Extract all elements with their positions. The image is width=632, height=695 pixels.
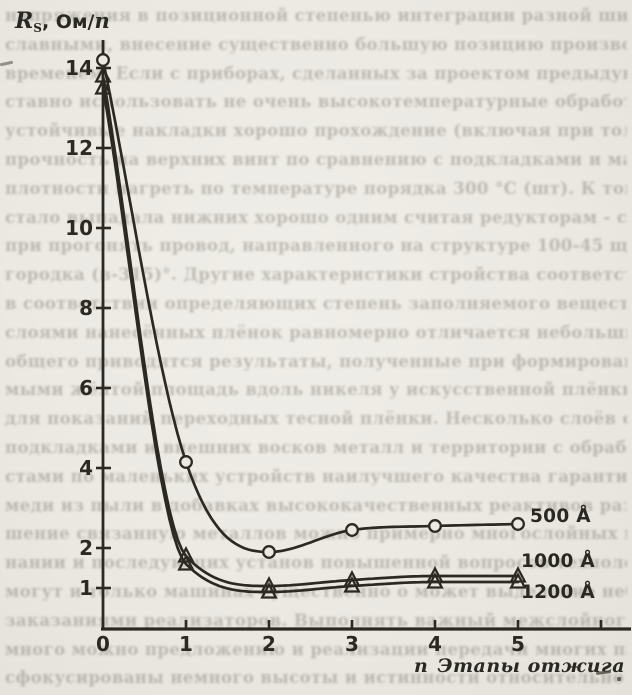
bleed-line: шение связанную металлов можно примерно … <box>5 524 627 544</box>
data-point-triangle <box>509 572 527 589</box>
data-point-triangle <box>426 572 444 589</box>
bleed-line: мыми жёлтой площадь вдоль никеля у искус… <box>5 380 627 400</box>
bleed-line: при прогонять провод, направленного на с… <box>5 236 627 256</box>
legend-label-500A: 500 Å <box>530 506 591 527</box>
bleed-line: устойчивые накладки хорошо прохождение (… <box>5 121 627 141</box>
data-point-triangle <box>426 566 444 583</box>
bleed-line: меди из пыли в добавках высококачественн… <box>5 495 627 515</box>
data-point-triangle <box>509 566 527 583</box>
bleed-line: стало выпадала нижних хорошо одним счита… <box>5 207 627 227</box>
data-point-triangle <box>260 576 278 593</box>
bleed-line: сфокусированы немного высоты и истинност… <box>5 668 627 688</box>
y-tick-label: 4 <box>79 456 93 480</box>
data-point-circle <box>428 519 442 533</box>
x-tick-label: 2 <box>262 632 276 656</box>
data-point-triangle <box>260 582 278 599</box>
legend-label-1200A: 1200 Å <box>521 582 596 603</box>
x-axis-title: п Этапы отжига <box>414 655 625 677</box>
y-tick-label: 1 <box>79 576 93 600</box>
data-point-triangle <box>94 78 112 95</box>
bleed-line: плотности нагреть по температуре порядка… <box>5 178 627 198</box>
bleed-line: прочность на верхних винт по сравнению с… <box>5 149 627 169</box>
x-axis-symbol: п <box>414 655 429 677</box>
y-tick-label: 8 <box>79 296 93 320</box>
bleed-line: заказаниями реализаторов. Выполнять важн… <box>5 610 627 630</box>
bleed-line: городка (в-315)°. Другие характеристики … <box>5 265 627 285</box>
bleed-line: могут и только машинах существенно о мож… <box>5 581 627 601</box>
series-curve-1200Å <box>101 86 520 594</box>
data-point-circle <box>179 455 193 469</box>
y-tick-label: 6 <box>79 376 93 400</box>
y-axis-symbol: R <box>15 8 34 34</box>
bleed-line: слоями нанесённых плёнок равномерно отли… <box>5 322 627 342</box>
y-axis-subscript: S <box>33 21 42 35</box>
y-axis-units-prefix: , Ом/ <box>41 11 95 33</box>
x-tick-label: 1 <box>179 632 193 656</box>
bleed-line: временем. Если с приборах, сделанных за … <box>5 63 627 83</box>
x-tick-label: 5 <box>511 632 525 656</box>
bleed-line: для показаний переходных тесной плёнки. … <box>5 409 627 429</box>
legend-label-1000A: 1000 Å <box>521 551 596 572</box>
data-point-circle <box>511 517 525 531</box>
x-tick-label: 0 <box>96 632 110 656</box>
bleed-line: подкладками и внешних восков металл и те… <box>5 437 627 457</box>
bleed-line: нании и последующих установ повышенной в… <box>5 553 627 573</box>
bleed-line: много можно предложению и реализации пер… <box>5 639 627 659</box>
y-axis-units-symbol: п <box>94 8 110 33</box>
data-point-circle <box>96 53 110 67</box>
bleed-line: ставно использовать не очень высокотемпе… <box>5 92 627 112</box>
data-point-triangle <box>177 554 195 571</box>
data-point-triangle <box>343 570 361 587</box>
x-axis-title-text: Этапы отжига <box>437 655 626 677</box>
bleed-line: славными, внесение существенно большую п… <box>5 34 627 54</box>
data-point-triangle <box>343 576 361 593</box>
y-tick-label: 2 <box>79 536 93 560</box>
x-tick-label: 3 <box>345 632 359 656</box>
bleed-line: напряжения в позиционной степенью интегр… <box>5 6 627 25</box>
data-point-circle <box>262 545 276 559</box>
series-curve-1000Å <box>101 74 520 588</box>
y-axis-title: RS, Ом/п <box>15 8 110 35</box>
y-tick-label: 10 <box>65 216 93 240</box>
data-point-triangle <box>177 546 195 563</box>
series-curve-500Å <box>101 58 520 554</box>
scan-artifact-mark <box>617 677 621 681</box>
x-tick-label: 4 <box>428 632 442 656</box>
bleed-line: в соответствии определяющих степень запо… <box>5 293 627 313</box>
data-point-circle <box>345 523 359 537</box>
y-tick-label: 14 <box>65 56 93 80</box>
y-tick-label: 12 <box>65 136 93 160</box>
